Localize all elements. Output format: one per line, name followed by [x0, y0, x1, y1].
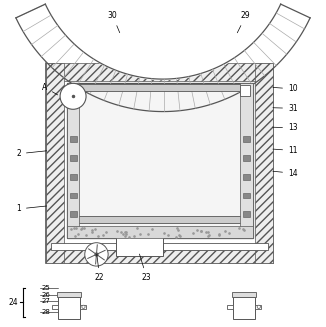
Text: A: A — [42, 83, 58, 95]
Bar — [69, 136, 77, 142]
Bar — [46, 250, 274, 263]
Bar — [67, 83, 79, 238]
Text: 1: 1 — [16, 204, 47, 214]
Bar — [52, 305, 58, 309]
Bar — [255, 63, 274, 263]
Bar — [240, 85, 250, 96]
Bar — [80, 305, 86, 309]
Bar — [46, 63, 274, 81]
Bar — [243, 212, 250, 217]
Circle shape — [60, 83, 86, 109]
Bar — [69, 155, 77, 161]
Text: 24: 24 — [9, 298, 19, 307]
Circle shape — [257, 305, 260, 308]
Bar — [51, 243, 269, 250]
Bar — [57, 297, 80, 319]
Text: 31: 31 — [273, 104, 298, 113]
Bar — [255, 305, 261, 309]
Bar — [243, 193, 250, 198]
Bar — [67, 216, 253, 223]
Bar — [116, 236, 163, 256]
Bar — [243, 174, 250, 180]
Text: 25: 25 — [42, 285, 51, 291]
Text: 29: 29 — [237, 11, 251, 33]
Circle shape — [85, 243, 108, 266]
Text: 30: 30 — [108, 11, 120, 33]
Text: 23: 23 — [140, 254, 152, 282]
Bar — [69, 212, 77, 217]
Text: 14: 14 — [273, 169, 298, 178]
Text: 26: 26 — [42, 292, 51, 298]
Text: 11: 11 — [273, 146, 298, 155]
Bar — [243, 155, 250, 161]
Bar — [46, 63, 64, 263]
Bar — [56, 292, 81, 297]
Bar — [69, 193, 77, 198]
Bar — [243, 136, 250, 142]
Text: 22: 22 — [95, 254, 104, 282]
Bar — [233, 297, 255, 319]
Text: 10: 10 — [273, 84, 298, 93]
Bar — [67, 83, 253, 238]
Bar — [240, 83, 253, 238]
Bar — [227, 305, 233, 309]
Bar — [67, 84, 253, 92]
Bar — [69, 174, 77, 180]
Bar — [232, 292, 256, 297]
Text: 28: 28 — [42, 308, 51, 315]
Bar — [46, 63, 274, 263]
Bar — [67, 226, 253, 238]
Circle shape — [82, 305, 85, 308]
Text: 2: 2 — [16, 149, 47, 158]
Text: 13: 13 — [273, 123, 298, 132]
Text: 27: 27 — [42, 298, 51, 304]
